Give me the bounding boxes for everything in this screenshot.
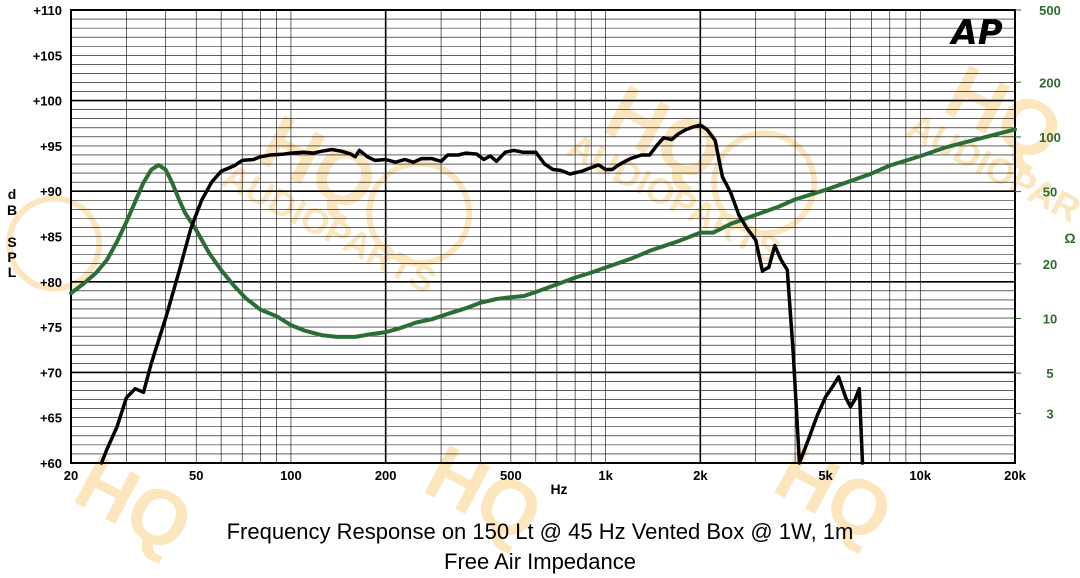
ap-logo: AP	[948, 13, 1002, 53]
x-axis-title: Hz	[550, 481, 567, 497]
y-left-tick-label: +105	[33, 48, 62, 63]
left-axis-title-letter: B	[7, 202, 17, 218]
y-left-tick-label: +75	[40, 320, 62, 335]
chart-caption-line1: Frequency Response on 150 Lt @ 45 Hz Ven…	[226, 519, 854, 544]
watermark-speaker-icon	[6, 195, 103, 292]
y-left-tick-label: +60	[40, 456, 62, 471]
left-axis-title-letter: L	[8, 264, 17, 280]
left-axis-title-letter: P	[7, 249, 16, 265]
y-left-tick-label: +65	[40, 411, 62, 426]
ap-logo-text: AP	[948, 13, 1002, 53]
x-tick-label: 20	[64, 468, 78, 483]
y-left-tick-label: +80	[40, 275, 62, 290]
x-tick-label: 20k	[1004, 468, 1026, 483]
axis-tick-labels: +110 +105 +100 +95 +90 +85 +80 +75 +70 +65 +60 500 2…	[33, 3, 1061, 483]
y-right-tick-label: 100	[1039, 130, 1061, 145]
plot-frame	[70, 9, 1016, 464]
left-axis-title-letter: d	[8, 186, 17, 202]
left-axis-title-letter: S	[7, 234, 16, 250]
chart-series	[69, 123, 1017, 465]
y-right-tick-label: 20	[1043, 257, 1057, 272]
y-right-tick-label: 3	[1046, 406, 1053, 421]
y-right-tick-label: 50	[1043, 185, 1057, 200]
impedance-curve	[69, 127, 1017, 339]
y-right-tick-label: 500	[1039, 3, 1061, 18]
y-right-tick-label: 10	[1043, 311, 1057, 326]
x-tick-label: 500	[500, 468, 522, 483]
y-left-tick-label: +110	[33, 3, 62, 18]
x-tick-label: 2k	[693, 468, 708, 483]
y-left-tick-label: +70	[40, 365, 62, 380]
y-left-tick-label: +90	[40, 184, 62, 199]
y-left-tick-label: +85	[40, 230, 62, 245]
chart-caption-line2: Free Air Impedance	[444, 549, 636, 574]
x-tick-label: 50	[189, 468, 203, 483]
y-left-tick-label: +95	[40, 139, 62, 154]
x-tick-label: 10k	[909, 468, 931, 483]
y-right-tick-label: 200	[1039, 75, 1061, 90]
spl-curve	[99, 123, 865, 465]
x-tick-label: 5k	[818, 468, 833, 483]
y-right-tick-label: 5	[1046, 366, 1053, 381]
chart-grid	[70, 9, 1021, 464]
x-tick-label: 1k	[598, 468, 613, 483]
right-axis-title: Ω	[1064, 230, 1075, 246]
x-tick-label: 200	[375, 468, 397, 483]
watermark-group	[6, 195, 103, 292]
x-tick-label: 100	[280, 468, 302, 483]
y-left-tick-label: +100	[33, 94, 62, 109]
